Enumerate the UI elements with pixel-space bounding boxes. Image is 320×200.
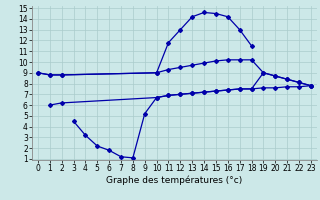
X-axis label: Graphe des températures (°c): Graphe des températures (°c) — [106, 176, 243, 185]
